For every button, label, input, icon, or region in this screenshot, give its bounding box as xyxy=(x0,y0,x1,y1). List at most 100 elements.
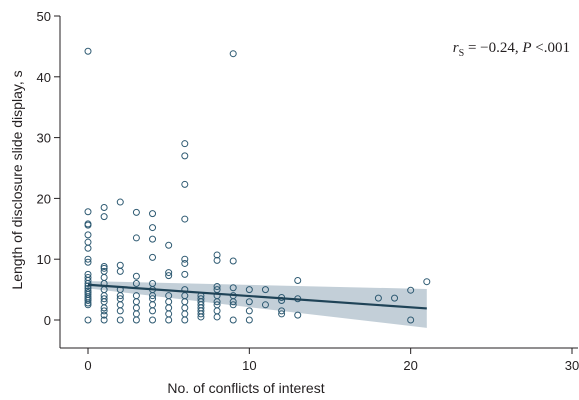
data-point xyxy=(100,204,108,212)
data-point xyxy=(132,208,140,216)
data-point xyxy=(132,304,140,312)
data-point xyxy=(261,301,269,309)
data-point xyxy=(116,292,124,300)
data-point xyxy=(229,50,237,58)
data-point xyxy=(100,316,108,324)
data-point xyxy=(213,283,221,291)
x-axis-title: No. of conflicts of interest xyxy=(167,380,324,396)
y-tick-label: 0 xyxy=(44,313,51,328)
x-tick-label: 0 xyxy=(84,358,91,373)
data-point xyxy=(84,276,92,284)
data-point xyxy=(84,221,92,229)
data-point xyxy=(100,307,108,315)
data-point xyxy=(149,301,157,309)
data-point xyxy=(181,180,189,188)
confidence-band xyxy=(88,281,427,328)
data-point xyxy=(84,47,92,55)
data-point xyxy=(407,316,415,324)
y-tick-label: 10 xyxy=(37,252,51,267)
data-point xyxy=(165,310,173,318)
data-point xyxy=(84,258,92,266)
data-point xyxy=(213,256,221,264)
data-point xyxy=(149,253,157,261)
data-point xyxy=(100,273,108,281)
data-point xyxy=(213,251,221,259)
data-point xyxy=(165,298,173,306)
data-point xyxy=(100,304,108,312)
data-point xyxy=(132,234,140,242)
data-point xyxy=(181,270,189,278)
correlation-annotation: rS = −0.24, P <.001 xyxy=(453,40,570,59)
data-point xyxy=(84,297,92,305)
data-point xyxy=(149,210,157,218)
data-point xyxy=(100,311,108,319)
data-point xyxy=(84,316,92,324)
data-point xyxy=(391,294,399,302)
data-point xyxy=(132,310,140,318)
annotation-equation: = −0.24, xyxy=(464,40,522,56)
data-point xyxy=(100,295,108,303)
data-point xyxy=(132,280,140,288)
data-point xyxy=(294,311,302,319)
data-point xyxy=(84,208,92,216)
data-point xyxy=(116,261,124,269)
data-point xyxy=(132,272,140,280)
x-tick-label: 10 xyxy=(242,358,256,373)
x-tick-label: 30 xyxy=(565,358,579,373)
data-point xyxy=(261,286,269,294)
data-point xyxy=(181,259,189,267)
data-point xyxy=(84,299,92,307)
data-points-layer xyxy=(84,47,431,324)
data-point xyxy=(100,264,108,272)
data-point xyxy=(229,316,237,324)
data-point xyxy=(149,316,157,324)
data-point xyxy=(84,280,92,288)
x-tick-label: 20 xyxy=(403,358,417,373)
axes-layer: 0 10 20 30 40 50 0 10 20 30 xyxy=(37,9,579,373)
regression-line xyxy=(87,283,427,310)
data-point xyxy=(197,313,205,321)
data-point xyxy=(407,286,415,294)
y-tick-label: 20 xyxy=(37,191,51,206)
annotation-r: r xyxy=(453,40,459,56)
data-point xyxy=(181,316,189,324)
fit-line-layer xyxy=(87,283,427,310)
data-point xyxy=(245,307,253,315)
data-point xyxy=(165,316,173,324)
data-point xyxy=(149,307,157,315)
data-point xyxy=(213,307,221,315)
data-point xyxy=(181,140,189,148)
data-point xyxy=(229,284,237,292)
data-point xyxy=(165,241,173,249)
y-tick-label: 30 xyxy=(37,131,51,146)
data-point xyxy=(229,257,237,265)
data-point xyxy=(84,238,92,246)
annotation-r-subscript: S xyxy=(459,48,465,59)
data-point xyxy=(278,310,286,318)
data-point xyxy=(149,235,157,243)
data-point xyxy=(165,304,173,312)
data-point xyxy=(116,307,124,315)
data-point xyxy=(181,304,189,312)
y-tick-label: 40 xyxy=(37,70,51,85)
data-point xyxy=(213,313,221,321)
data-point xyxy=(100,262,108,270)
data-point xyxy=(165,272,173,280)
annotation-p: P xyxy=(521,40,531,56)
data-point xyxy=(229,298,237,306)
data-point xyxy=(116,267,124,275)
data-point xyxy=(181,310,189,318)
data-point xyxy=(149,292,157,300)
data-point xyxy=(245,286,253,294)
data-point xyxy=(149,224,157,232)
data-point xyxy=(181,152,189,160)
annotation-p-value: <.001 xyxy=(532,40,570,56)
data-point xyxy=(278,307,286,315)
data-point xyxy=(116,198,124,206)
data-point xyxy=(132,316,140,324)
data-point xyxy=(423,278,431,286)
data-point xyxy=(181,255,189,263)
data-point xyxy=(84,255,92,263)
data-point xyxy=(229,301,237,309)
